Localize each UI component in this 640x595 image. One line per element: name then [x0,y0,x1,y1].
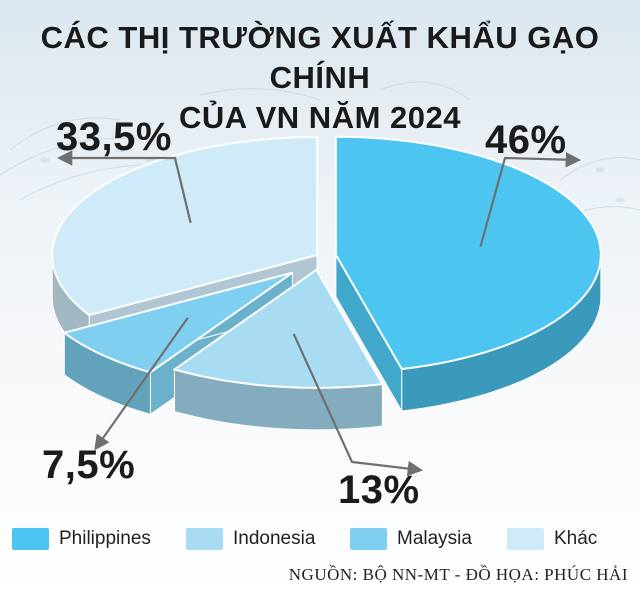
legend-label-khac: Khác [554,528,598,549]
leader-line-philippines [479,151,582,247]
slice-group-philippines [334,135,602,413]
chart-title: CÁC THỊ TRƯỜNG XUẤT KHẨU GẠO CHÍNH CỦA V… [0,18,640,138]
slice-group-indonesia [172,267,385,431]
slice-philippines [334,135,602,371]
slice-khac [51,136,319,317]
title-line-2: CỦA VN NĂM 2024 [179,100,461,135]
legend-item-philippines: Philippines [12,527,151,551]
legend-swatch-indonesia [186,528,223,550]
legend-label-philippines: Philippines [59,528,151,549]
legend-item-khac: Khác [507,527,597,551]
legend-swatch-khac [507,528,544,550]
leader-line-malaysia [94,317,189,451]
value-label-malaysia: 7,5% [42,443,136,487]
slice-indonesia [172,268,385,389]
leader-line-indonesia [292,333,424,477]
value-label-khac: 33,5% [56,115,172,159]
leader-line-khac [56,150,192,224]
source-credit: NGUỒN: BỘ NN-MT - ĐỒ HỌA: PHÚC HẢI [288,565,628,584]
legend-swatch-philippines [12,528,49,550]
legend: Philippines Indonesia Malaysia Khác [12,527,632,551]
title-line-1: CÁC THỊ TRƯỜNG XUẤT KHẨU GẠO CHÍNH [40,20,600,95]
legend-item-malaysia: Malaysia [350,527,472,551]
value-label-philippines: 46% [485,118,567,162]
legend-label-malaysia: Malaysia [397,528,472,549]
value-label-indonesia: 13% [338,468,420,512]
legend-item-indonesia: Indonesia [186,527,315,551]
legend-swatch-malaysia [350,528,387,550]
slice-malaysia [62,271,293,374]
legend-label-indonesia: Indonesia [233,528,316,549]
